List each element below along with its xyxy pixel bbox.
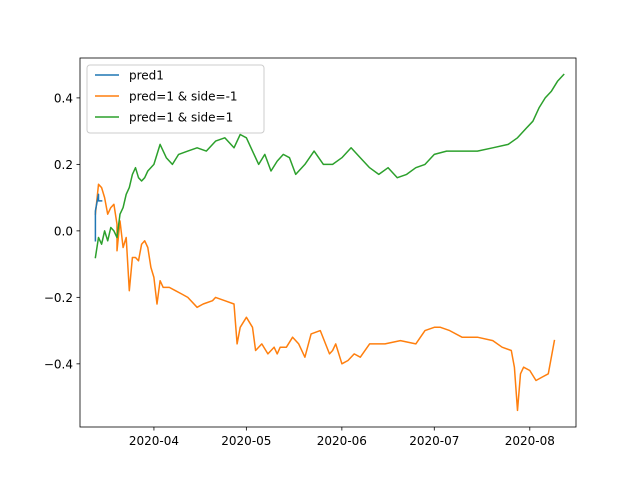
- x-tick-label: 2020-07: [409, 434, 459, 448]
- y-tick-label: 0.4: [54, 91, 73, 105]
- y-tick-label: −0.2: [44, 291, 73, 305]
- x-tick-label: 2020-06: [317, 434, 367, 448]
- y-tick-label: 0.0: [54, 224, 73, 238]
- x-tick-label: 2020-05: [221, 434, 271, 448]
- x-tick-label: 2020-04: [129, 434, 179, 448]
- y-tick-label: −0.4: [44, 357, 73, 371]
- y-tick-label: 0.2: [54, 158, 73, 172]
- x-tick-label: 2020-08: [505, 434, 555, 448]
- series-line-2: [94, 183, 556, 412]
- axes-frame: [79, 57, 577, 428]
- y-axis: −0.4 −0.2 0.0 0.2 0.4: [44, 91, 80, 371]
- legend-label-1: pred1: [129, 69, 164, 83]
- x-axis: 2020-04 2020-05 2020-06 2020-07 2020-08: [129, 427, 555, 448]
- legend: pred1 pred=1 & side=-1 pred=1 & side=1: [86, 64, 265, 134]
- legend-label-3: pred=1 & side=1: [129, 111, 233, 125]
- plot-area: [94, 73, 565, 412]
- series-line-1: [94, 193, 103, 242]
- series-line-3: [94, 73, 565, 259]
- legend-box: [86, 64, 265, 134]
- legend-label-2: pred=1 & side=-1: [129, 90, 238, 104]
